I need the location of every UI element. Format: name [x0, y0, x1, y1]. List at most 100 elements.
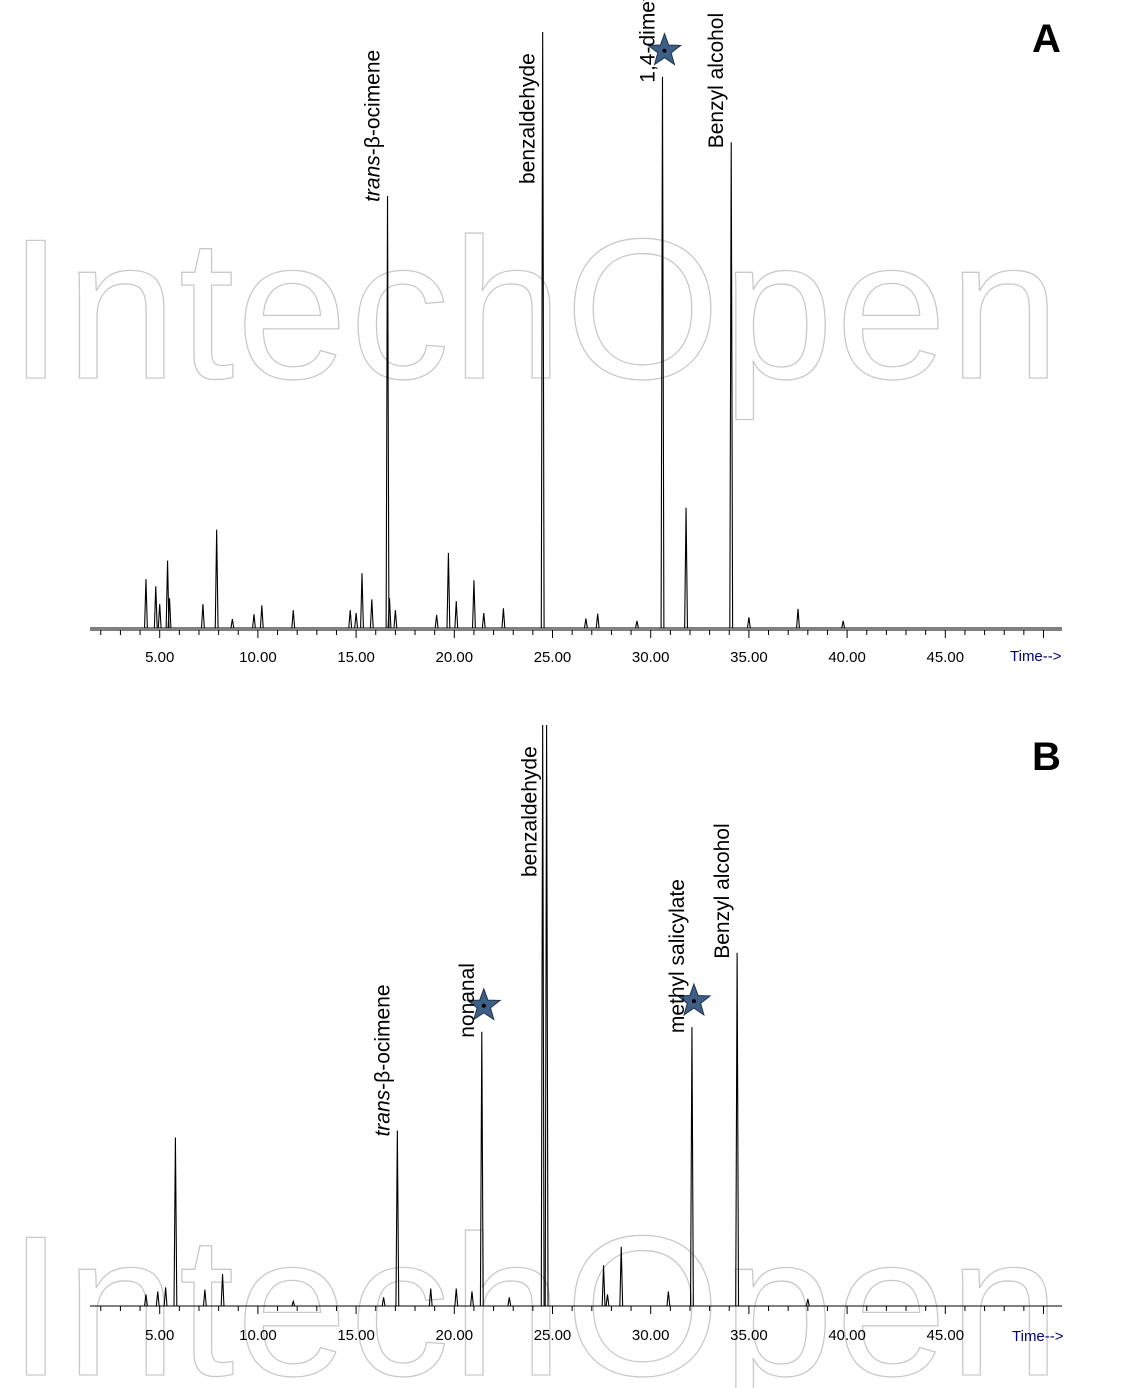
- panel-a-peak-19: [446, 552, 451, 629]
- panel-b-peak-1: [155, 1291, 160, 1307]
- watermark-bottom: IntechOpen: [8, 1195, 1062, 1388]
- panel-b-peak-5: [220, 1274, 225, 1307]
- panel-a-tick-label: 10.00: [239, 649, 277, 666]
- panel-b-peak-6: [291, 1299, 296, 1307]
- panel-b-peak-4: [202, 1289, 207, 1307]
- panel-b-peak-label-2: benzaldehyde: [519, 746, 542, 877]
- panel-a-tick-label: 20.00: [436, 649, 474, 666]
- panel-a-peak-label-1: benzaldehyde: [517, 53, 540, 184]
- panel-b-peaks-layer: [144, 724, 810, 1307]
- panel-a-peak-12: [354, 613, 359, 629]
- panel-a-peak-1: [153, 586, 158, 629]
- panel-a-tick-label: 15.00: [337, 649, 375, 666]
- panel-b-peak-label-0: trans-β-ocimene: [371, 984, 394, 1136]
- panel-a-tick-label: 5.00: [145, 649, 174, 666]
- panel-a-tick-label: 45.00: [927, 649, 965, 666]
- panel-a-peak-23: [501, 608, 506, 629]
- panel-a-peak-14: [369, 599, 374, 629]
- panel-b-peak-2: [163, 1287, 168, 1307]
- panel-b-peak-label-4: Benzyl alcohol: [711, 823, 734, 958]
- panel-b-peak-17: [605, 1294, 610, 1307]
- panel-b-tick-label: 5.00: [145, 1327, 174, 1344]
- panel-b-peak-21: [735, 952, 740, 1307]
- panel-a-peak-11: [348, 610, 353, 629]
- panel-b-tick-label: 25.00: [534, 1327, 572, 1344]
- panel-a-tick-label: 40.00: [828, 649, 866, 666]
- panel-a-x-axis: 5.00 10.00 15.00 20.00 25.00 30.00 35.00 40.00 4…: [90, 629, 1062, 666]
- panel-a-star-center: [662, 48, 667, 53]
- panel-b-peak-label-3: methyl salicylate: [666, 879, 689, 1033]
- panel-b-peak-8: [395, 1130, 400, 1307]
- panel-a-tick-label: 30.00: [632, 649, 670, 666]
- panel-a-peak-8: [252, 614, 256, 629]
- panel-a-tick-label: 25.00: [534, 649, 572, 666]
- panel-a-peak-4: [167, 598, 172, 629]
- watermark-top: IntechOpen: [8, 198, 1062, 421]
- panel-a-peak-label-0: trans-β-ocimene: [362, 50, 385, 202]
- panel-b-tick-label: 15.00: [337, 1327, 375, 1344]
- panel-a-peak-21: [471, 580, 476, 629]
- panel-b-peak-12: [479, 1031, 484, 1307]
- panel-a-peak-13: [360, 573, 364, 629]
- panel-b-x-axis: 5.00 10.00 15.00 20.00 25.00 30.00 35.00 40.00 4…: [90, 1305, 1062, 1344]
- panel-b-peak-13: [507, 1297, 512, 1307]
- panel-a-letter: A: [1032, 17, 1061, 61]
- panel-a-peak-28: [660, 76, 665, 629]
- panel-a-peak-17: [393, 610, 398, 629]
- panel-a-peak-20: [454, 601, 459, 629]
- panel-b-peak-10: [454, 1288, 459, 1307]
- panel-a-peak-15: [385, 195, 390, 629]
- panel-b-annotations: trans-β-ocimene nonanal benzaldehyde methyl…: [371, 746, 734, 1136]
- panel-a-peak-6: [214, 529, 219, 629]
- panel-b-peak-11: [470, 1291, 474, 1307]
- panel-a-peak-24: [540, 31, 545, 629]
- panel-b-tick-label: 20.00: [436, 1327, 474, 1344]
- panel-b-peak-3: [173, 1137, 178, 1307]
- panel-b-peak-label-1: nonanal: [456, 963, 479, 1038]
- panel-a-peak-32: [796, 608, 800, 629]
- panel-b-peak-9: [428, 1288, 433, 1307]
- panel-a-peak-31: [746, 617, 751, 629]
- panel-b-peak-20: [689, 1027, 694, 1307]
- panel-b-peak-18: [619, 1246, 624, 1307]
- panel-a-peak-2: [157, 604, 162, 629]
- panel-b-peak-15: [544, 724, 549, 1307]
- panel-a-peak-27: [635, 620, 639, 629]
- panel-a-peak-30: [729, 142, 734, 629]
- panel-a-peak-7: [230, 618, 235, 629]
- panel-a-x-axis-label: Time-->: [1010, 648, 1062, 665]
- panel-a-peak-0: [144, 579, 148, 629]
- panel-b-tick-label: 45.00: [927, 1327, 965, 1344]
- panel-b-peak-14: [540, 724, 545, 1307]
- panel-a-peak-33: [841, 620, 846, 629]
- panel-b-star-center: [691, 999, 696, 1004]
- panel-b-tick-label: 30.00: [632, 1327, 670, 1344]
- panel-b-chart: B 5.00 10.00 15.00 20.00 25.00 30.00 35.00 40.0…: [90, 724, 1064, 1345]
- panel-a-chart: A 5.00 10.00 15.00 20.00 25.00 30.00 35.00 40.0…: [90, 0, 1062, 666]
- panel-b-tick-label: 10.00: [239, 1327, 277, 1344]
- panel-a-peak-9: [259, 605, 264, 629]
- panel-a-peak-label-2: 1,4-dimethoxybenzene: [636, 0, 659, 83]
- panel-a-peak-10: [291, 610, 296, 629]
- panel-a-peak-29: [684, 507, 689, 629]
- panel-b-peak-7: [381, 1297, 386, 1307]
- panel-b-star-center: [481, 1003, 486, 1008]
- panel-a-peak-26: [595, 613, 600, 629]
- panel-a-annotations: trans-β-ocimene benzaldehyde 1,4-dimethoxy…: [362, 0, 729, 202]
- panel-a-peak-5: [200, 604, 205, 629]
- panel-a-peaks-layer: [144, 31, 846, 629]
- panel-b-peak-0: [144, 1294, 148, 1307]
- panel-b-tick-label: 40.00: [828, 1327, 866, 1344]
- panel-a-peak-16: [387, 598, 392, 629]
- panel-b-peak-22: [805, 1298, 810, 1307]
- panel-a-peak-25: [583, 618, 588, 629]
- panel-a-peak-18: [434, 614, 439, 629]
- panel-b-tick-label: 35.00: [730, 1327, 768, 1344]
- panel-b-x-axis-label: Time-->: [1012, 1328, 1064, 1345]
- panel-b-peak-19: [666, 1291, 671, 1307]
- panel-b-letter: B: [1032, 735, 1061, 779]
- panel-a-peak-3: [165, 560, 170, 629]
- panel-a-peak-label-3: Benzyl alcohol: [705, 13, 728, 148]
- panel-a-peak-22: [481, 613, 486, 629]
